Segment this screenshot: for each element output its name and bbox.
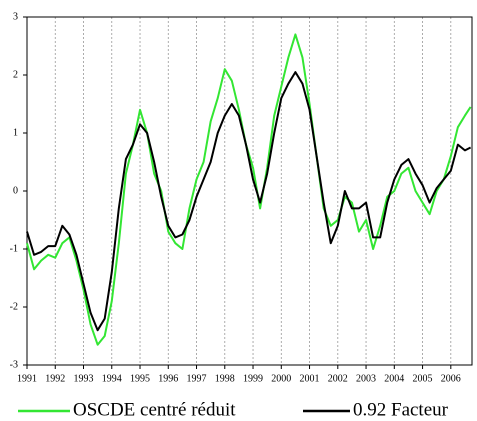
x-tick-label: 1997 — [187, 373, 207, 384]
x-tick-label: 1994 — [102, 373, 122, 384]
x-tick-label: 1991 — [17, 373, 37, 384]
y-tick-label: -3 — [10, 359, 18, 370]
x-tick-label: 1995 — [130, 373, 150, 384]
y-tick-label: -1 — [10, 243, 18, 254]
x-tick-label: 1999 — [243, 373, 263, 384]
x-tick-label: 2005 — [413, 373, 433, 384]
series-line — [26, 71, 472, 332]
x-tick-label: 2003 — [356, 373, 376, 384]
x-tick-label: 1993 — [74, 373, 94, 384]
y-tick-label: 0 — [13, 185, 18, 196]
y-tick-label: 3 — [13, 11, 18, 22]
x-tick-label: 2002 — [328, 373, 348, 384]
legend-label: 0.92 Facteur — [353, 399, 449, 420]
plot-frame — [26, 16, 473, 366]
x-tick-label: 1998 — [215, 373, 235, 384]
x-tick-label: 1992 — [45, 373, 65, 384]
x-tick-label: 2004 — [384, 373, 404, 384]
x-tick-label: 2001 — [300, 373, 320, 384]
y-tick-label: -2 — [10, 301, 18, 312]
y-tick-label: 2 — [13, 69, 18, 80]
x-tick-label: 1996 — [158, 373, 178, 384]
x-tick-label: 2006 — [441, 373, 461, 384]
legend-label: OSCDE centré réduit — [73, 399, 236, 420]
series-line — [26, 33, 472, 346]
x-tick-label: 2000 — [271, 373, 291, 384]
y-tick-label: 1 — [13, 127, 18, 138]
